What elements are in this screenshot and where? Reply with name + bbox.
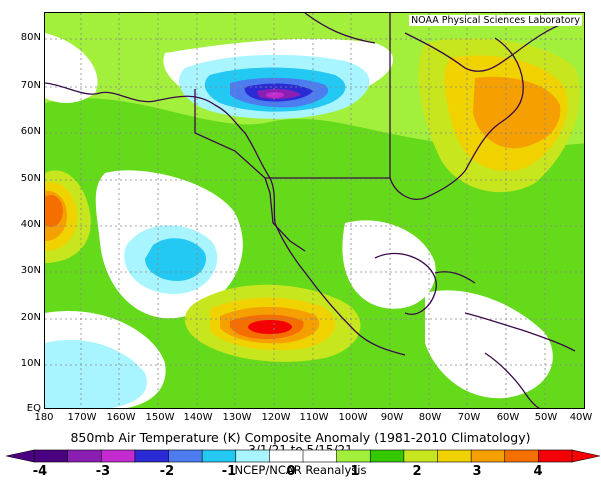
colorbar-tick: -4: [32, 464, 48, 479]
lon-label-50w: 50W: [534, 412, 558, 423]
colorbar: [6, 449, 600, 463]
colorbar-swatch: [100, 449, 136, 463]
colorbar-swatch: [235, 449, 271, 463]
colorbar-swatch: [437, 449, 472, 463]
lat-label-10n: 10N: [20, 358, 41, 369]
map-title: 850mb Air Temperature (K) Composite Anom…: [70, 430, 531, 445]
cold-north-peak: [266, 92, 284, 98]
lon-label-180: 180: [34, 412, 54, 423]
colorbar-swatch: [201, 449, 237, 463]
lon-label-160w: 160W: [106, 412, 136, 423]
lon-label-140w: 140W: [183, 412, 213, 423]
colorbar-swatch: [538, 449, 573, 463]
neutral-caribbean: [425, 290, 553, 399]
lat-label-80n: 80N: [20, 32, 41, 43]
colorbar-swatch: [302, 449, 338, 463]
us-west: [264, 177, 306, 252]
lat-label-30n: 30N: [20, 265, 41, 276]
colorbar-right-arrow: [571, 449, 600, 463]
lat-label-50n: 50N: [20, 173, 41, 184]
south-america: [484, 352, 541, 408]
warm-mexico-core: [248, 320, 292, 334]
colorbar-tick: -3: [95, 464, 111, 479]
map-source: NCEP/NCAR Reanalysis: [234, 463, 367, 477]
lon-label-170w: 170W: [67, 412, 97, 423]
arctic-islands: [304, 13, 376, 44]
lon-label-70w: 70W: [457, 412, 481, 423]
map-panel: NOAA Physical Sciences Laboratory: [44, 12, 585, 409]
colorbar-swatch: [504, 449, 540, 463]
lat-label-60n: 60N: [20, 126, 41, 137]
warm-east-3: [473, 76, 561, 149]
lon-label-80w: 80W: [418, 412, 442, 423]
neutral-mexico-gulf: [342, 220, 436, 309]
lat-label-40n: 40N: [20, 219, 41, 230]
caribbean-islands: [464, 312, 576, 352]
colorbar-left-arrow: [6, 449, 35, 463]
colorbar-swatch: [269, 449, 304, 463]
lat-label-eq: EQ: [26, 403, 41, 414]
cold-southwest: [45, 339, 147, 408]
lat-label-20n: 20N: [20, 312, 41, 323]
gulf-of-mexico: [374, 252, 437, 315]
lon-label-100w: 100W: [338, 412, 368, 423]
florida: [434, 271, 476, 284]
colorbar-swatch: [403, 449, 439, 463]
colorbar-tick: 0: [286, 464, 296, 479]
colorbar-swatch: [168, 449, 203, 463]
colorbar-tick: 2: [412, 464, 422, 479]
great-lakes-east: [389, 37, 524, 200]
colorbar-swatch: [134, 449, 170, 463]
colorbar-tick: 1: [350, 464, 360, 479]
colorbar-tick: 4: [533, 464, 543, 479]
lon-label-40w: 40W: [569, 412, 593, 423]
colorbar-swatch: [336, 449, 372, 463]
lon-label-130w: 130W: [222, 412, 252, 423]
colorbar-tick: -2: [159, 464, 175, 479]
colorbar-swatch: [67, 449, 103, 463]
lon-label-90w: 90W: [380, 412, 404, 423]
credit-label: NOAA Physical Sciences Laboratory: [409, 15, 582, 26]
coastlines: [45, 13, 576, 408]
lon-label-110w: 110W: [299, 412, 329, 423]
political-borders: [194, 13, 391, 179]
colorbar-swatch: [33, 449, 69, 463]
pacific-coast: [45, 82, 406, 356]
warm-west-core: [45, 195, 63, 227]
lat-label-70n: 70N: [20, 80, 41, 91]
colorbar-tick: 3: [472, 464, 482, 479]
colorbar-swatch: [470, 449, 506, 463]
hudson-bay: [404, 22, 566, 72]
lon-label-150w: 150W: [145, 412, 175, 423]
lon-label-60w: 60W: [496, 412, 520, 423]
colorbar-tick: -1: [221, 464, 237, 479]
anomaly-map: [45, 13, 584, 408]
cold-pacific-inner: [145, 238, 206, 281]
colorbar-swatch: [369, 449, 405, 463]
lon-label-120w: 120W: [261, 412, 291, 423]
